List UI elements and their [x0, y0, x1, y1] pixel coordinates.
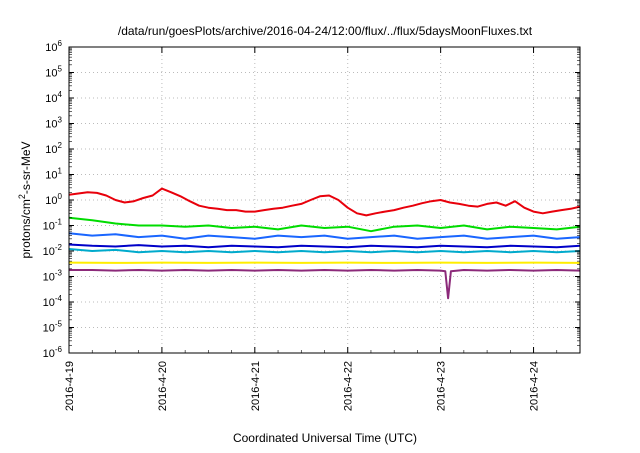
y-tick-label: 104	[45, 90, 62, 105]
y-tick-base: 10	[45, 68, 57, 80]
y-tick-exponent: 5	[58, 65, 63, 74]
y-tick-exponent: 0	[58, 192, 63, 201]
series-group	[69, 189, 580, 299]
y-tick-label: 106	[45, 39, 62, 54]
y-tick-exponent: -1	[55, 218, 63, 227]
y-tick-exponent: -4	[55, 294, 63, 303]
y-tick-base: 10	[43, 323, 55, 335]
y-tick-label: 102	[45, 141, 62, 156]
y-tick-exponent: 1	[58, 167, 63, 176]
chart-title: /data/run/goesPlots/archive/2016-04-24/1…	[118, 24, 533, 38]
y-tick-base: 10	[45, 170, 57, 182]
y-tick-base: 10	[43, 272, 55, 284]
x-axis-label: Coordinated Universal Time (UTC)	[233, 431, 417, 445]
y-tick-label: 10-3	[43, 269, 63, 284]
x-tick-label: 2016-4-19	[64, 361, 76, 411]
y-axis-label: protons/cm2-s-sr-MeV	[17, 141, 33, 258]
y-tick-exponent: -6	[55, 345, 63, 354]
y-tick-base: 10	[45, 93, 57, 105]
y-tick-label: 10-1	[43, 218, 63, 233]
y-tick-exponent: 4	[58, 90, 63, 99]
series-line-2	[69, 233, 580, 239]
x-tick-labels: 2016-4-19 2016-4-20 2016-4-21 2016-4-22 2016…	[64, 361, 541, 411]
series-line-6	[69, 270, 580, 298]
y-tick-label: 10-6	[43, 345, 63, 360]
y-tick-label: 105	[45, 65, 62, 80]
y-tick-label: 101	[45, 167, 62, 182]
x-tick-label: 2016-4-21	[250, 361, 262, 411]
y-tick-base: 10	[43, 221, 55, 233]
y-axis-label-suffix: -s-sr-MeV	[19, 141, 33, 194]
y-tick-labels: 10610510410310210110010-110-210-310-410-…	[43, 39, 63, 360]
series-line-4	[69, 245, 580, 248]
y-tick-label: 10-4	[43, 294, 63, 309]
y-tick-base: 10	[45, 42, 57, 54]
y-axis-label-prefix: protons/cm	[19, 199, 33, 258]
series-line-0	[69, 189, 580, 216]
y-tick-label: 103	[45, 116, 62, 131]
y-tick-base: 10	[43, 246, 55, 258]
x-tick-label: 2016-4-20	[157, 361, 169, 411]
y-tick-exponent: 2	[58, 141, 63, 150]
y-tick-base: 10	[45, 195, 57, 207]
y-tick-exponent: 6	[58, 39, 63, 48]
y-tick-base: 10	[45, 119, 57, 131]
x-tick-label: 2016-4-22	[343, 361, 355, 411]
x-tick-label: 2016-4-23	[436, 361, 448, 411]
y-tick-exponent: -5	[55, 320, 63, 329]
y-tick-label: 100	[45, 192, 62, 207]
series-line-1	[69, 218, 580, 231]
y-tick-exponent: -2	[55, 243, 63, 252]
grid	[69, 47, 580, 353]
y-tick-base: 10	[45, 144, 57, 156]
y-tick-label: 10-2	[43, 243, 63, 258]
x-tick-label: 2016-4-24	[529, 361, 541, 411]
y-tick-exponent: 3	[58, 116, 63, 125]
y-tick-base: 10	[43, 297, 55, 309]
y-tick-label: 10-5	[43, 320, 63, 335]
y-tick-exponent: -3	[55, 269, 63, 278]
y-tick-base: 10	[43, 348, 55, 360]
